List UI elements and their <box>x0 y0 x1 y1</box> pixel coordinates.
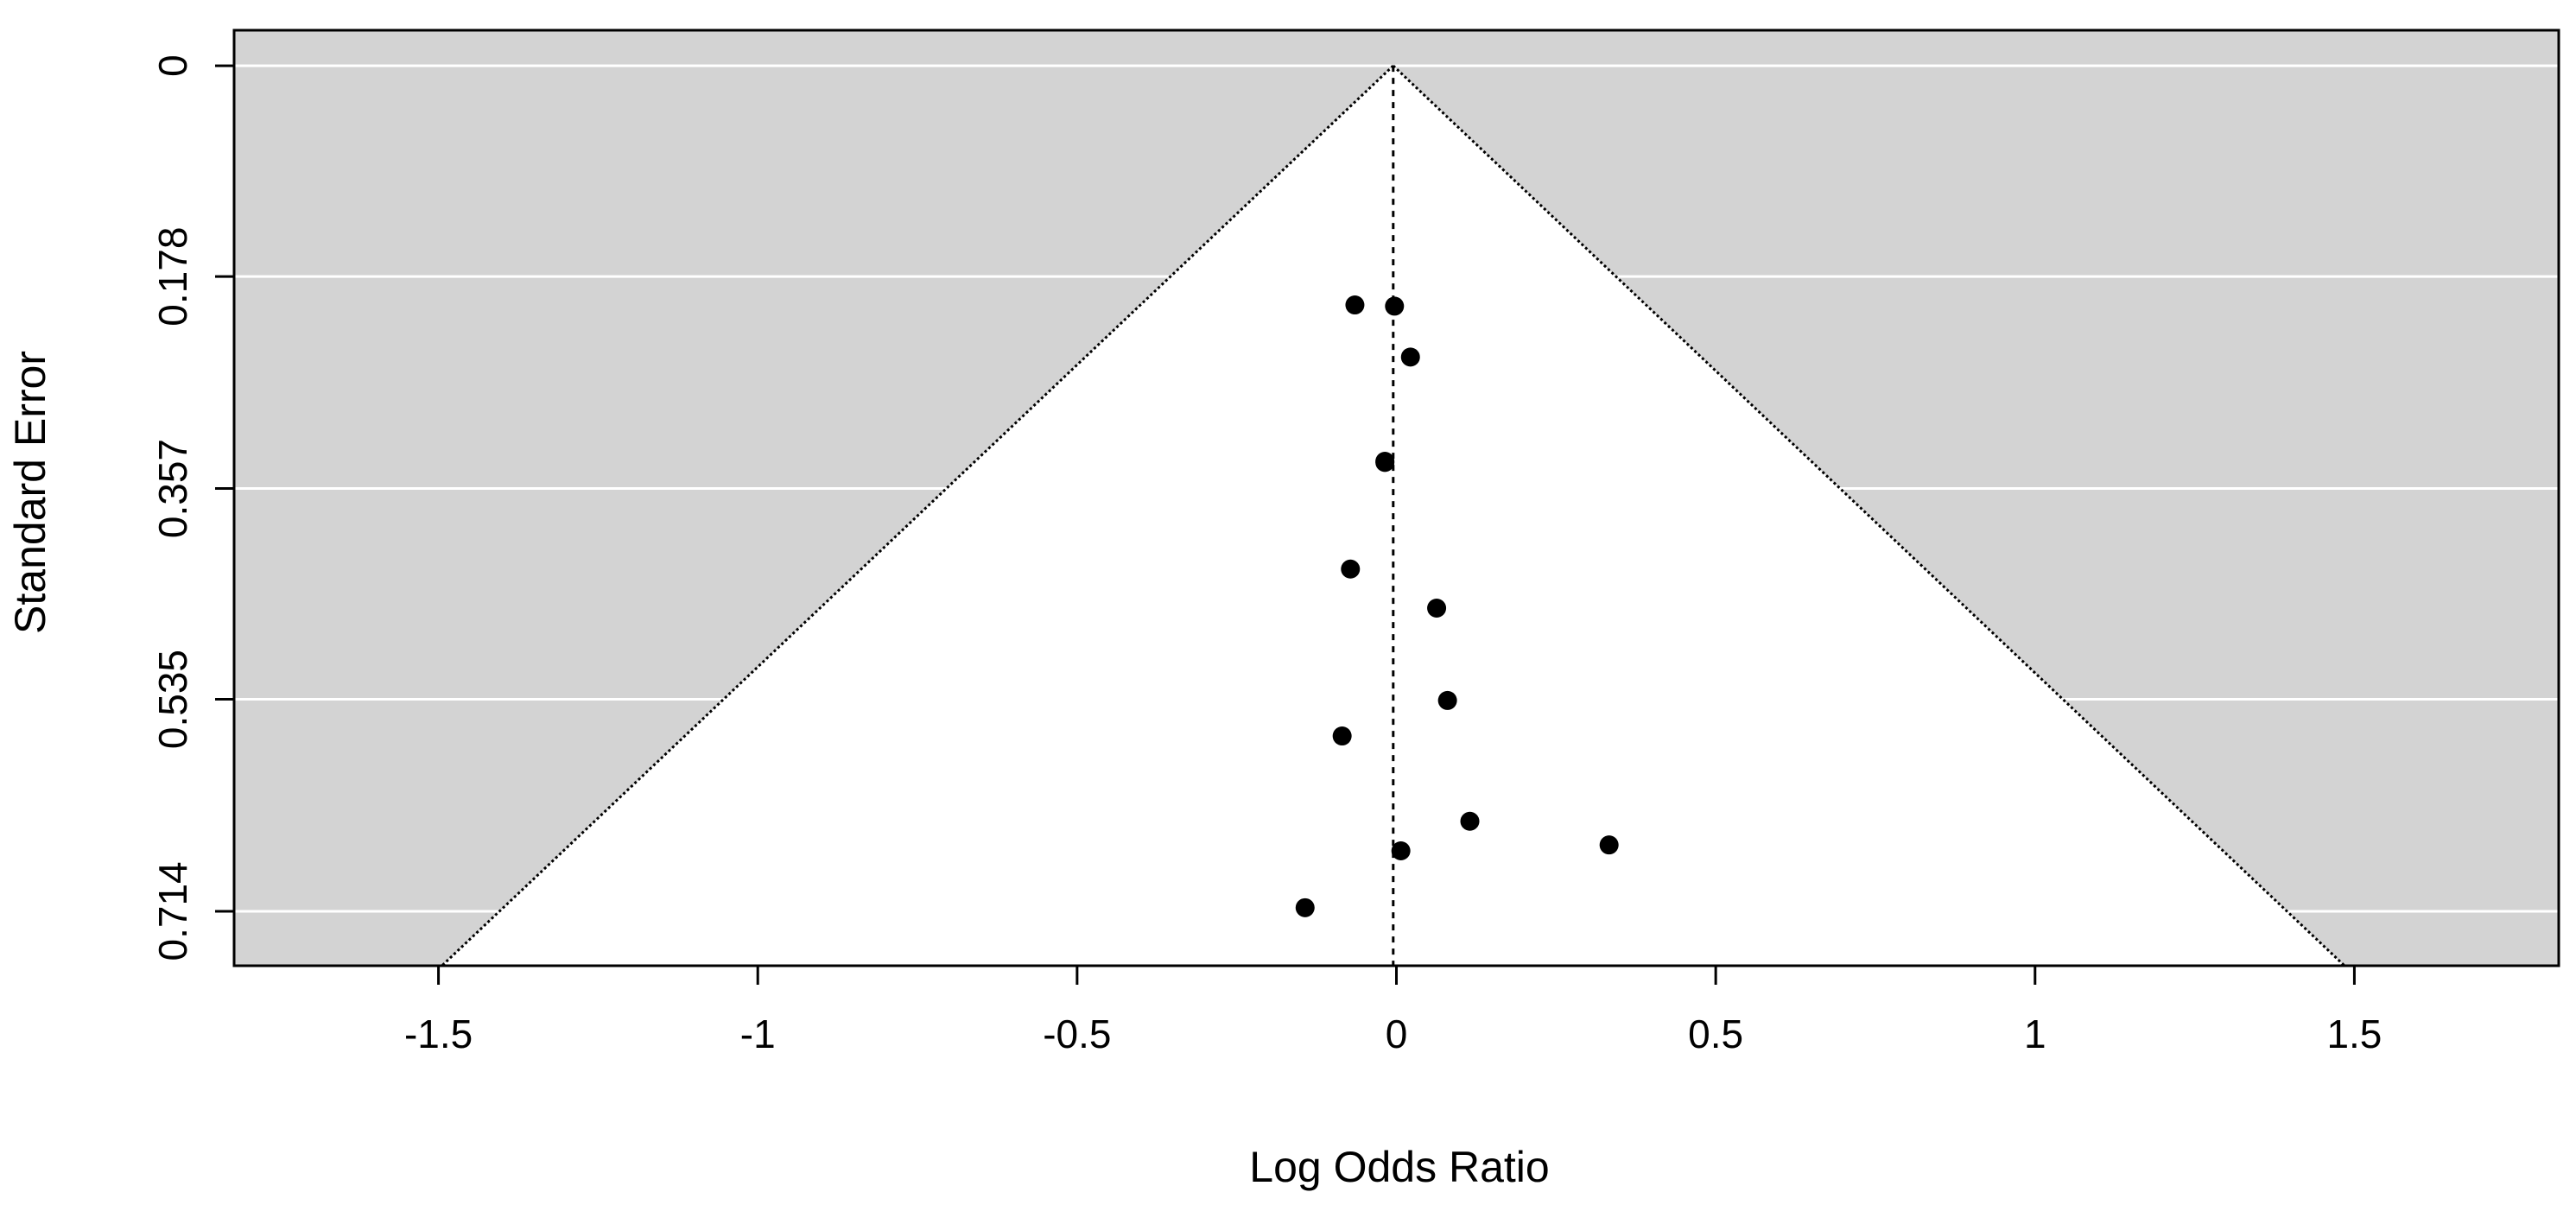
x-axis: -1.5 -1 -0.5 0 0.5 1 1.5 <box>404 966 2382 1056</box>
y-tick-label: 0.535 <box>150 650 195 749</box>
y-tick-label: 0.357 <box>150 439 195 538</box>
y-tick-label: 0.178 <box>150 227 195 327</box>
x-tick-label: -1.5 <box>404 1012 473 1056</box>
funnel-edges <box>441 65 2346 967</box>
data-point <box>1391 841 1411 861</box>
x-tick-label: -1 <box>740 1012 776 1056</box>
y-axis-title: Standard Error <box>6 351 54 634</box>
y-tick-label: 0 <box>150 54 195 77</box>
x-axis-title: Log Odds Ratio <box>1249 1143 1549 1191</box>
y-axis: 0 0.178 0.357 0.535 0.714 <box>150 54 234 961</box>
x-tick-label: 0 <box>1386 1012 1408 1056</box>
data-point <box>1345 295 1365 315</box>
funnel-edge-right <box>1392 65 2346 967</box>
x-tick-label: 1.5 <box>2326 1012 2382 1056</box>
data-point <box>1437 690 1457 710</box>
data-point <box>1400 347 1420 367</box>
x-tick-label: 0.5 <box>1688 1012 1743 1056</box>
data-point <box>1427 598 1447 618</box>
data-point <box>1460 811 1480 831</box>
data-point <box>1599 835 1619 855</box>
x-tick-label: -0.5 <box>1043 1012 1111 1056</box>
data-point <box>1295 897 1315 917</box>
data-points <box>1295 295 1619 917</box>
data-point <box>1332 726 1352 746</box>
data-point <box>1385 296 1405 316</box>
y-tick-label: 0.714 <box>150 861 195 961</box>
data-point <box>1341 559 1361 579</box>
x-tick-label: 1 <box>2024 1012 2046 1056</box>
funnel-edge-left <box>441 65 1394 967</box>
data-point <box>1375 453 1395 472</box>
